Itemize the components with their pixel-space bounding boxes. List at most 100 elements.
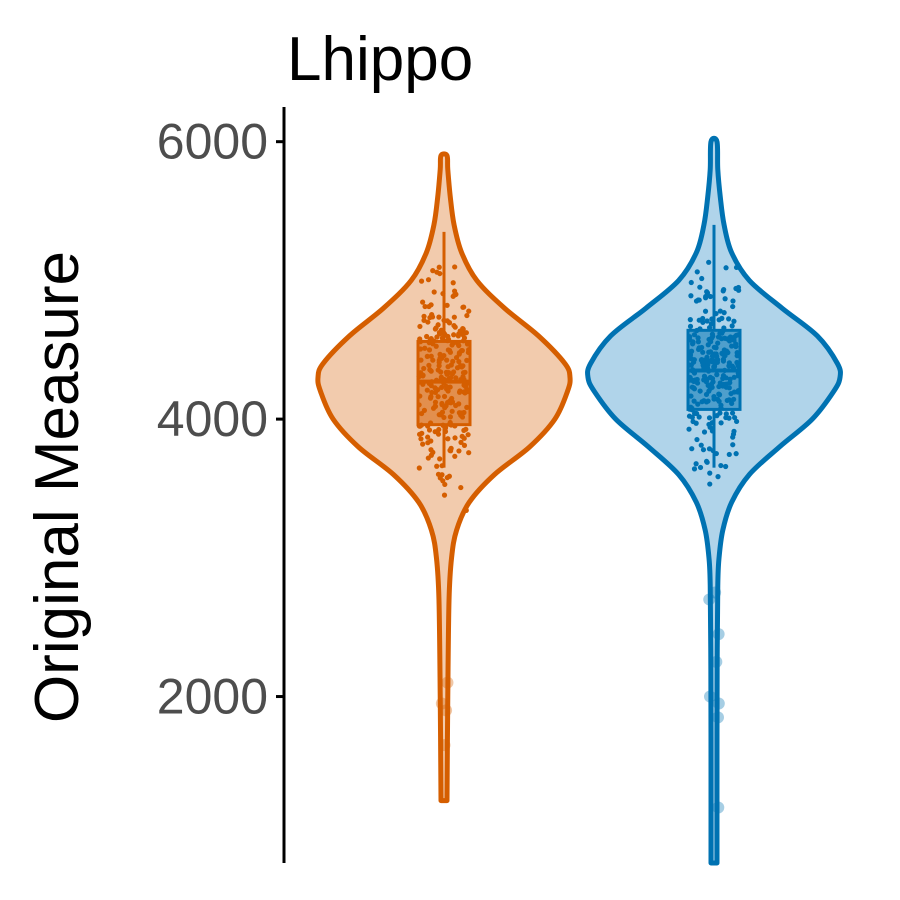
data-point — [437, 351, 443, 357]
data-point — [690, 367, 696, 373]
data-point — [449, 408, 455, 414]
data-point — [457, 363, 464, 369]
data-point — [446, 320, 452, 326]
data-point — [417, 323, 423, 330]
data-point — [702, 308, 709, 314]
data-point — [420, 372, 426, 378]
data-point — [714, 413, 720, 419]
data-point — [729, 343, 735, 349]
data-point — [714, 372, 720, 378]
data-point — [424, 353, 430, 359]
data-point — [700, 319, 706, 325]
data-point — [418, 357, 424, 363]
data-point — [703, 295, 709, 301]
outlier-point — [712, 697, 725, 710]
data-point — [445, 436, 451, 442]
data-point — [464, 312, 470, 319]
data-point — [693, 420, 699, 426]
data-point — [461, 389, 467, 395]
data-point — [426, 427, 433, 433]
data-point — [444, 474, 450, 481]
data-point — [429, 312, 435, 318]
data-point — [730, 442, 736, 448]
data-point — [453, 402, 459, 409]
data-point — [704, 459, 710, 465]
data-point — [687, 317, 693, 323]
outlier-point — [712, 801, 725, 814]
data-point — [707, 481, 713, 487]
data-point — [438, 374, 444, 380]
data-point — [440, 291, 446, 297]
data-point — [432, 403, 439, 410]
data-point — [722, 335, 728, 341]
data-point — [720, 328, 726, 334]
data-point — [718, 462, 724, 469]
data-point — [442, 424, 448, 430]
data-point — [420, 299, 426, 305]
data-point — [703, 379, 710, 385]
data-point — [448, 445, 454, 451]
data-points — [686, 259, 742, 814]
data-point — [695, 297, 701, 303]
outlier-point — [435, 697, 448, 710]
outlier-point — [709, 586, 722, 599]
data-point — [708, 381, 715, 387]
y-tick-label: 4000 — [157, 391, 268, 447]
data-point — [687, 334, 693, 340]
data-point — [460, 374, 466, 380]
data-point — [694, 436, 700, 443]
data-point — [686, 406, 693, 412]
data-point — [731, 337, 737, 343]
data-point — [444, 357, 450, 363]
data-point — [429, 389, 435, 396]
data-point — [696, 345, 702, 351]
data-point — [733, 418, 740, 425]
data-point — [466, 308, 472, 314]
outlier-point — [710, 655, 723, 668]
data-point — [729, 410, 736, 416]
data-point — [731, 374, 737, 380]
data-point — [691, 378, 697, 384]
data-point — [722, 367, 728, 373]
data-point — [434, 463, 440, 469]
data-point — [453, 291, 459, 298]
data-point — [424, 333, 430, 340]
data-point — [463, 507, 469, 513]
data-point — [709, 375, 716, 382]
data-point — [715, 340, 721, 346]
data-point — [716, 391, 722, 397]
data-point — [429, 379, 435, 385]
data-point — [727, 376, 733, 382]
data-point — [460, 338, 467, 344]
data-point — [735, 373, 742, 379]
data-point — [709, 316, 715, 322]
data-point — [722, 353, 728, 359]
data-point — [435, 367, 441, 373]
data-point — [420, 379, 426, 385]
data-point — [432, 389, 439, 396]
data-point — [424, 387, 430, 393]
data-point — [430, 357, 436, 363]
data-point — [705, 398, 711, 404]
data-point — [456, 448, 462, 454]
data-point — [730, 298, 736, 304]
data-point — [695, 401, 701, 407]
data-point — [713, 310, 719, 317]
data-point — [456, 358, 462, 365]
data-point — [707, 470, 713, 476]
data-point — [703, 391, 710, 398]
data-point — [421, 313, 427, 319]
data-point — [416, 431, 423, 437]
data-point — [439, 402, 445, 408]
data-point — [461, 382, 467, 388]
data-point — [699, 275, 705, 282]
data-point — [714, 359, 721, 365]
data-point — [723, 265, 729, 271]
data-point — [461, 442, 468, 448]
data-point — [437, 456, 443, 462]
data-point — [442, 481, 448, 488]
data-point — [726, 316, 732, 322]
data-point — [691, 410, 698, 416]
data-point — [416, 374, 422, 380]
